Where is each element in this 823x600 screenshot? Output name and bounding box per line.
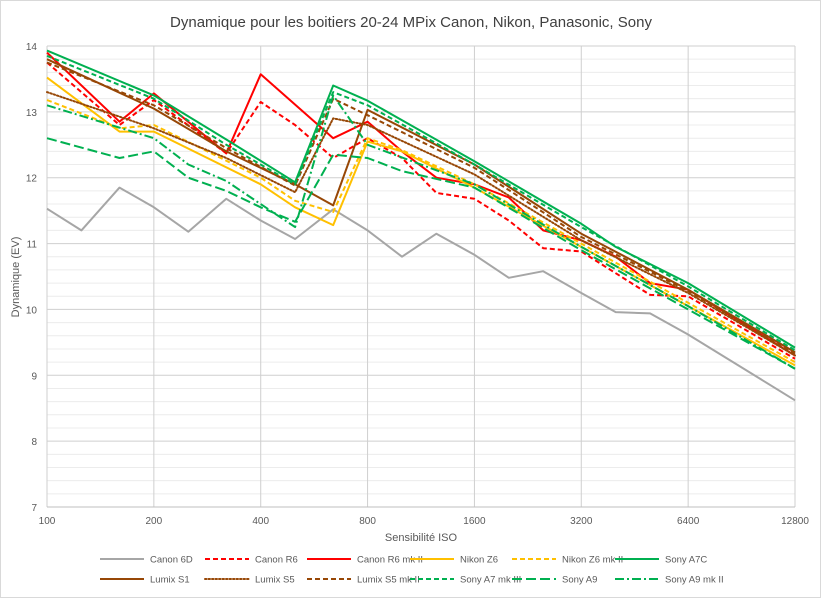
legend-label-sony-a9: Sony A9 (562, 575, 597, 586)
y-tick-label: 12 (26, 174, 38, 185)
y-tick-label: 7 (31, 503, 37, 514)
legend-label-canon-r6: Canon R6 (255, 555, 298, 566)
x-tick-label: 200 (146, 516, 163, 527)
legend-label-lumix-s5: Lumix S5 (255, 575, 295, 586)
series-line-sony-a9-mk-ii (46, 94, 796, 370)
x-tick-label: 3200 (570, 516, 593, 527)
legend-label-sony-a7-mk-iii: Sony A7 mk III (460, 575, 521, 586)
y-tick-label: 11 (27, 240, 38, 251)
y-tick-label: 13 (26, 108, 38, 119)
y-tick-label: 10 (26, 305, 38, 316)
y-tick-label: 8 (31, 437, 37, 448)
grid-lines (46, 45, 796, 508)
legend-label-nikon-z6: Nikon Z6 (460, 555, 498, 566)
legend-label-lumix-s1: Lumix S1 (150, 575, 190, 586)
x-tick-label: 100 (39, 516, 56, 527)
legend-label-canon-r6-mk-ii: Canon R6 mk II (357, 555, 423, 566)
y-tick-label: 9 (31, 371, 37, 382)
legend: Canon 6D Canon R6 Canon R6 mk II Nikon Z6 Ni… (100, 555, 724, 586)
legend-label-nikon-z6-mk-ii: Nikon Z6 mk II (562, 555, 623, 566)
series-line-lumix-s5-mk-ii (46, 61, 796, 355)
series-line-canon-6d (46, 186, 796, 402)
legend-label-canon-6d: Canon 6D (150, 555, 193, 566)
series-line-sony-a9 (46, 137, 796, 370)
y-axis-label: Dynamique (EV) (10, 237, 22, 318)
legend-label-sony-a9-mk-ii: Sony A9 mk II (665, 575, 724, 586)
chart-title: Dynamique pour les boitiers 20-24 MPix C… (170, 14, 652, 31)
series-lines (46, 49, 796, 402)
x-tick-label: 1600 (463, 516, 486, 527)
series-line-sony-a7-mk-iii (46, 54, 796, 352)
x-tick-label: 800 (359, 516, 376, 527)
legend-label-lumix-s5-mk-ii: Lumix S5 mk II (357, 575, 420, 586)
x-tick-label: 12800 (781, 516, 809, 527)
y-tick-label: 14 (26, 42, 38, 53)
x-tick-label: 6400 (677, 516, 700, 527)
x-axis-label: Sensibilité ISO (385, 532, 458, 544)
series-line-lumix-s1 (46, 58, 796, 354)
legend-label-sony-a7c: Sony A7C (665, 555, 707, 566)
x-tick-label: 400 (252, 516, 269, 527)
axes: 7 8 9 10 11 12 13 14 100 200 400 800 1600 3200 6400 128… (26, 42, 809, 527)
